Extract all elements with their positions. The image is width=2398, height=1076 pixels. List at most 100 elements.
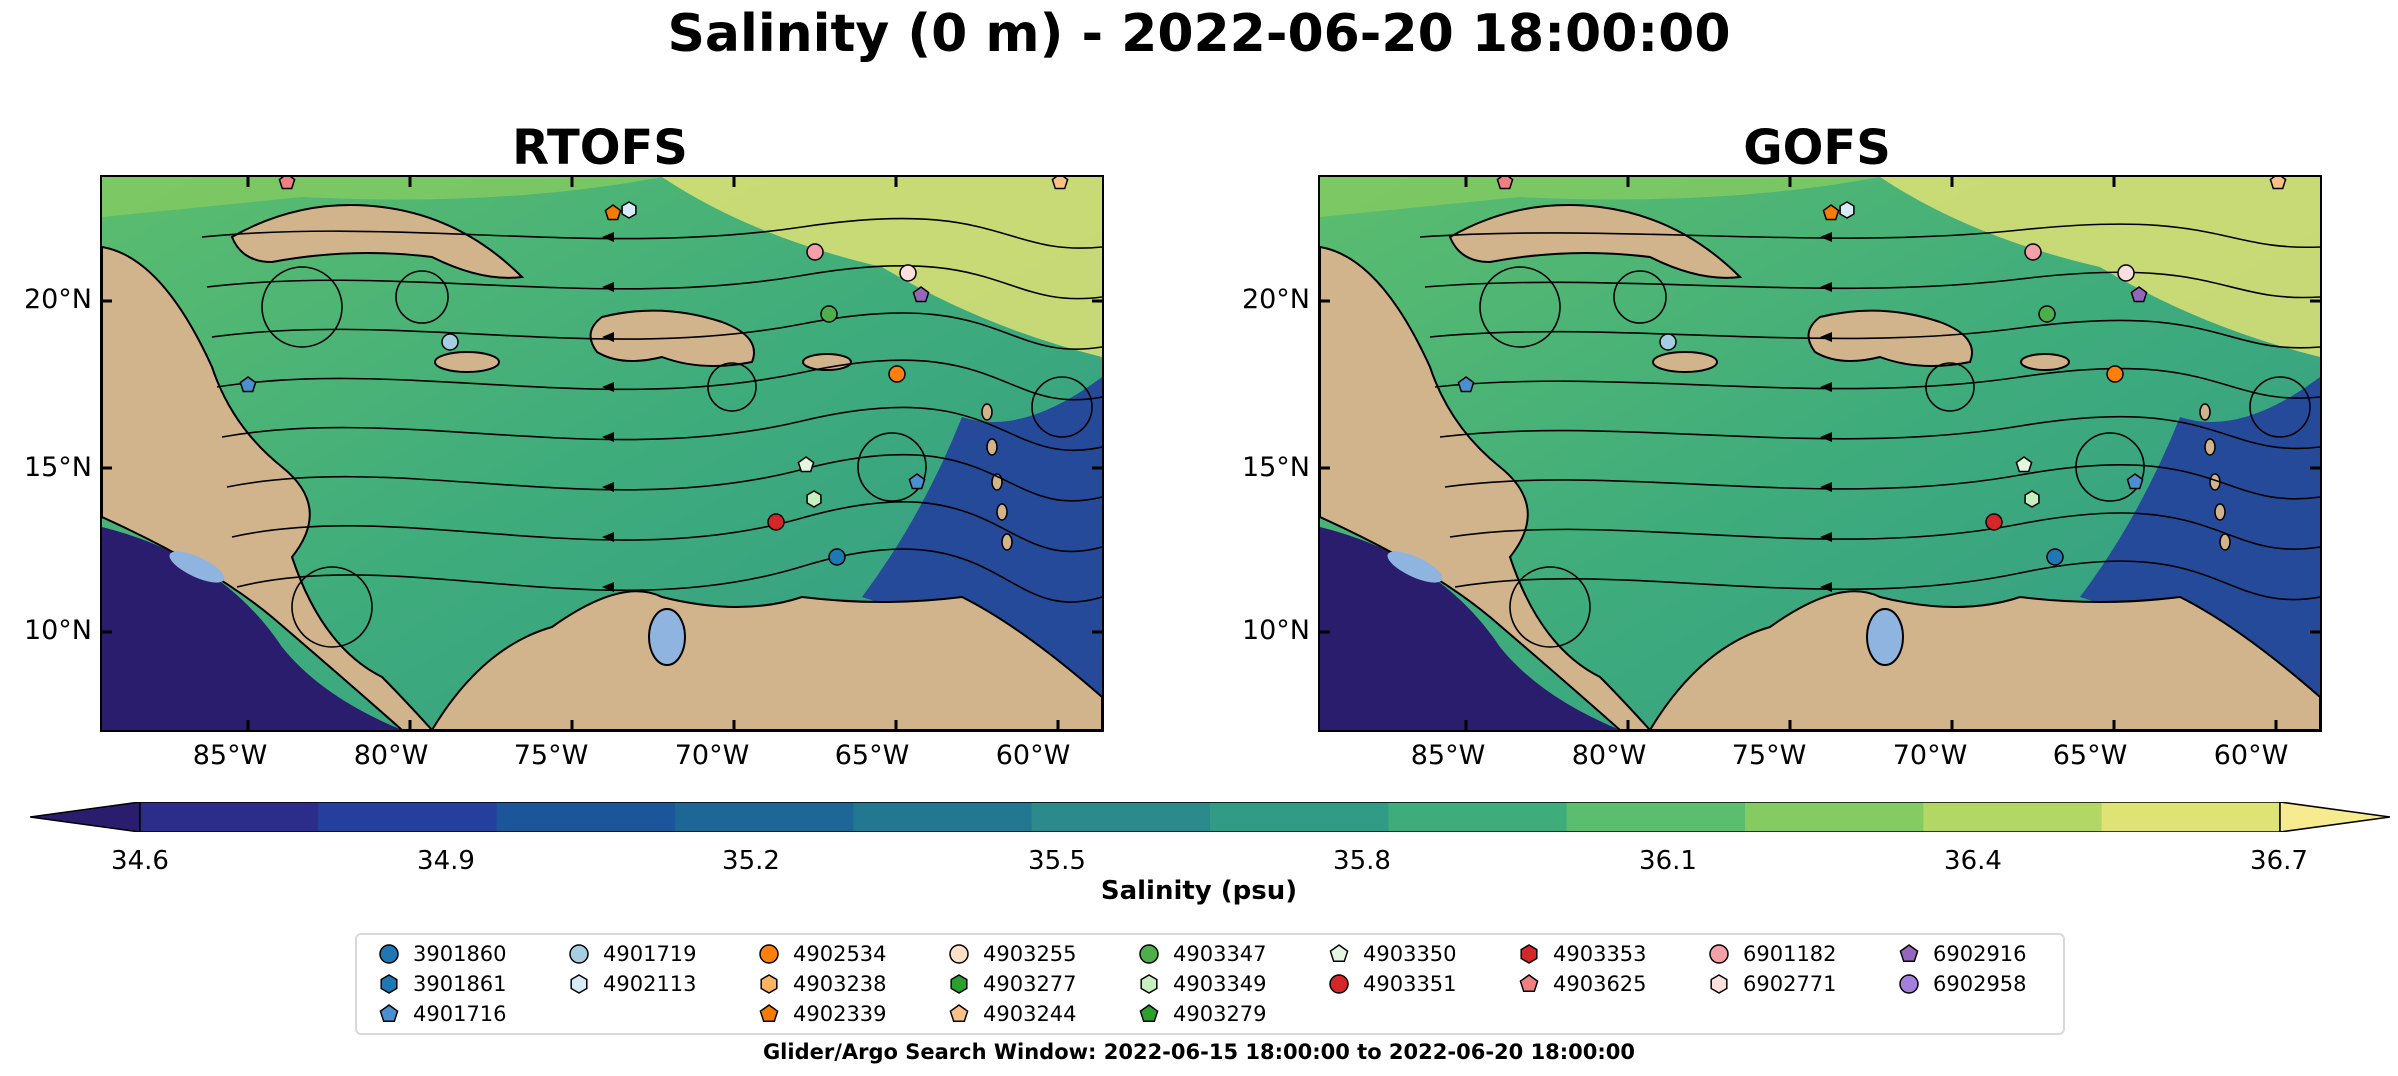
- current-streamline: [1454, 560, 2320, 601]
- cuba-land: [230, 204, 525, 279]
- streamline-arrow: [1820, 432, 1832, 442]
- lake-nicaragua: [169, 551, 225, 583]
- float-marker: [239, 376, 257, 393]
- lesser-antilles-island: [2199, 403, 2211, 421]
- float-marker: [1496, 177, 1514, 190]
- current-streamline: [1429, 319, 2320, 349]
- pentagon-marker-icon: [1519, 974, 1539, 993]
- colorbar-bin: [318, 802, 498, 832]
- current-streamline: [1449, 512, 2320, 550]
- legend-item-4903351: 4903351: [1325, 969, 1457, 999]
- float-marker: [2130, 286, 2148, 303]
- float-marker: [820, 305, 838, 323]
- legend-item-4903625: 4903625: [1515, 969, 1647, 999]
- hexagon-marker-icon: [760, 974, 778, 994]
- streamline-arrow: [602, 382, 614, 392]
- legend-item-4903244: 4903244: [945, 999, 1077, 1029]
- panel-title-gofs: GOFS: [1743, 120, 1891, 176]
- streamline-arrow: [1820, 382, 1832, 392]
- legend-marker: [1520, 944, 1538, 964]
- puerto-rico-land: [2020, 353, 2070, 371]
- colorbar-svg: [29, 801, 2391, 833]
- legend-item-4903349: 4903349: [1135, 969, 1267, 999]
- legend-label: 4902113: [603, 972, 697, 996]
- streamline-arrow: [602, 482, 614, 492]
- lon-label-80w-right: 80°W: [1571, 740, 1647, 771]
- lat-label-10n-right: 10°N: [1241, 615, 1310, 646]
- streamline-arrow: [1820, 582, 1832, 592]
- float-marker: [278, 177, 296, 190]
- lat-label-15n: 15°N: [23, 452, 92, 483]
- current-eddy: [261, 266, 343, 348]
- current-eddy: [1613, 270, 1667, 324]
- current-streamline: [206, 264, 1102, 300]
- map-rtofs: [100, 175, 1104, 732]
- colorbar-tick-36.4: 36.4: [1944, 846, 2002, 876]
- float-marker: [1822, 204, 1840, 221]
- legend-item-6902916: 6902916: [1895, 939, 2027, 969]
- streamline-arrow: [1820, 482, 1832, 492]
- lon-label-70w-right: 70°W: [1892, 740, 1968, 771]
- current-streamline: [1424, 271, 2320, 299]
- legend-label: 4902339: [793, 1002, 887, 1026]
- pentagon-marker-icon: [1329, 944, 1349, 963]
- legend-item-4902113: 4902113: [565, 969, 697, 999]
- current-eddy: [1031, 376, 1093, 438]
- colorbar-tick-34.9: 34.9: [417, 846, 475, 876]
- float-marker: [1051, 177, 1069, 190]
- colorbar-extend-max: [2279, 801, 2391, 833]
- south-america-land: [430, 590, 1102, 730]
- lon-label-85w: 85°W: [192, 740, 268, 771]
- colorbar-bin: [496, 802, 676, 832]
- streamline-arrow: [602, 432, 614, 442]
- current-eddy: [291, 566, 373, 648]
- legend-label: 4903350: [1363, 942, 1457, 966]
- lon-label-65w: 65°W: [834, 740, 910, 771]
- central-america-land: [1320, 245, 1652, 730]
- legend-item-4902339: 4902339: [755, 999, 887, 1029]
- legend-marker: [570, 974, 588, 994]
- float-legend: 3901860 3901861 4901716 4901719 4902113 49025…: [355, 933, 2065, 1035]
- legend-item-4903350: 4903350: [1325, 939, 1457, 969]
- lat-label-15n-right: 15°N: [1241, 452, 1310, 483]
- lake-maracaibo: [648, 608, 686, 666]
- legend-marker: [949, 1004, 969, 1023]
- legend-item-4903255: 4903255: [945, 939, 1077, 969]
- legend-label: 6902958: [1933, 972, 2027, 996]
- lat-label-20n-right: 20°N: [1241, 284, 1310, 315]
- legend-marker: [1139, 1004, 1159, 1023]
- pentagon-marker-icon: [1899, 944, 1919, 963]
- lon-label-80w: 80°W: [353, 740, 429, 771]
- high-salinity-region: [1880, 177, 2320, 357]
- figure-title: Salinity (0 m) - 2022-06-20 18:00:00: [667, 4, 1731, 64]
- hexagon-marker-icon: [1710, 974, 1728, 994]
- legend-label: 4903349: [1173, 972, 1267, 996]
- float-marker: [1457, 376, 1475, 393]
- current-eddy: [1479, 266, 1561, 348]
- legend-marker: [1899, 974, 1919, 994]
- colorbar-tick-34.6: 34.6: [111, 846, 169, 876]
- colorbar-bin: [1566, 802, 1746, 832]
- map-gofs: [1318, 175, 2322, 732]
- legend-item-6901182: 6901182: [1705, 939, 1837, 969]
- legend-marker: [759, 944, 779, 964]
- lake-maracaibo: [1866, 608, 1904, 666]
- circle-marker-icon: [949, 944, 969, 964]
- current-streamline: [201, 217, 1102, 249]
- legend-label: 4903279: [1173, 1002, 1267, 1026]
- current-streamline: [1439, 415, 2320, 450]
- colorbar-label: Salinity (psu): [1100, 876, 1298, 906]
- pentagon-marker-icon: [1139, 1004, 1159, 1023]
- colorbar-bin: [1210, 802, 1389, 832]
- legend-marker: [569, 944, 589, 964]
- lon-label-70w: 70°W: [674, 740, 750, 771]
- gulf-salinity-region: [102, 177, 662, 217]
- legend-label: 6902916: [1933, 942, 2027, 966]
- float-marker: [806, 243, 824, 261]
- lesser-antilles-island: [2219, 533, 2231, 551]
- float-marker: [908, 473, 926, 490]
- legend-label: 4901719: [603, 942, 697, 966]
- pentagon-marker-icon: [379, 1004, 399, 1023]
- map-rtofs-svg: [102, 177, 1102, 730]
- gulf-salinity-region: [1320, 177, 1880, 217]
